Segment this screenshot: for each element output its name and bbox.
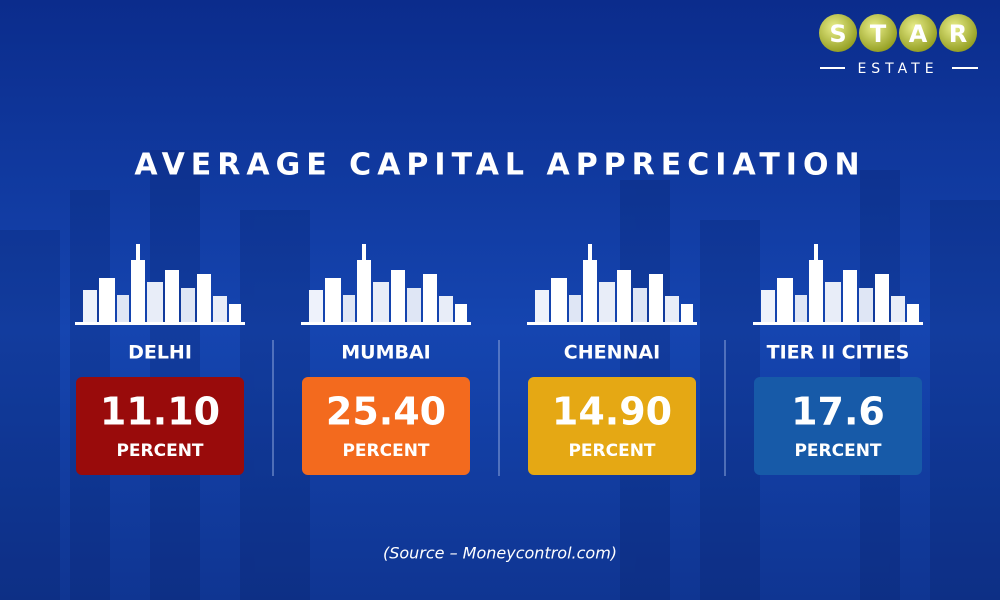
- value: 14.90: [552, 390, 672, 434]
- logo-subtitle: ESTATE: [857, 61, 938, 77]
- city-label: MUMBAI: [341, 342, 431, 364]
- logo-ball: [859, 14, 897, 52]
- value-card: [302, 377, 470, 475]
- city-label: DELHI: [128, 342, 192, 364]
- value-card: [754, 377, 922, 475]
- unit: PERCENT: [342, 441, 429, 461]
- source: (Source – Moneycontrol.com): [383, 544, 617, 563]
- value-card: [76, 377, 244, 475]
- value: 25.40: [326, 390, 446, 434]
- value: 17.6: [791, 390, 885, 434]
- unit: PERCENT: [794, 441, 881, 461]
- title: AVERAGE CAPITAL APPRECIATION: [134, 148, 865, 183]
- logo-letter: T: [870, 20, 887, 48]
- unit: PERCENT: [116, 441, 203, 461]
- unit: PERCENT: [568, 441, 655, 461]
- logo-letter: S: [829, 20, 846, 48]
- city-label: CHENNAI: [564, 342, 660, 364]
- logo-ball: [899, 14, 937, 52]
- cards: DELHI 11.10 PERCENT MUMBAI 25.40 PERCENT CHENN…: [75, 244, 923, 476]
- logo-letter: R: [949, 20, 967, 48]
- value-card: [528, 377, 696, 475]
- logo-ball: [819, 14, 857, 52]
- logo-ball: [939, 14, 977, 52]
- value: 11.10: [100, 390, 220, 434]
- city-label: TIER II CITIES: [767, 342, 910, 364]
- logo-letter: A: [909, 20, 928, 48]
